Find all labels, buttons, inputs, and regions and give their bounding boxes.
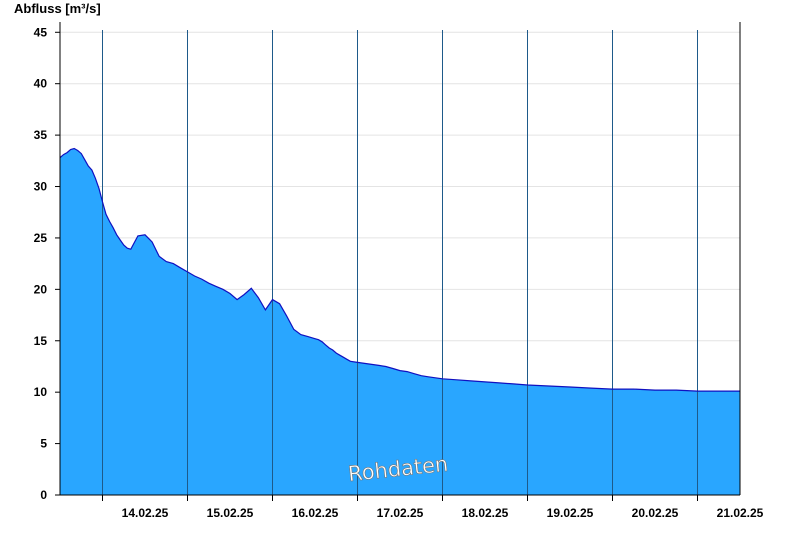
day-separator-lines [102,30,698,495]
discharge-area [60,148,740,495]
x-tick-label: 19.02.25 [547,506,594,520]
y-tick-label: 40 [34,77,48,91]
x-tick-label: 15.02.25 [207,506,254,520]
y-tick-label: 45 [34,25,48,39]
x-tick-label: 17.02.25 [377,506,424,520]
discharge-line [59,147,740,392]
axes [59,22,741,496]
x-tick-label: 14.02.25 [122,506,169,520]
y-tick-label: 25 [34,231,48,245]
y-tick-label: 0 [40,488,47,502]
x-axis-ticks: 14.02.25 15.02.25 16.02.25 17.02.25 18.02.25… [102,495,764,520]
y-axis-title: Abfluss [m³/s] [14,1,101,16]
y-axis-ticks: 0 5 10 15 20 25 30 35 40 45 [34,25,60,502]
x-tick-label: 16.02.25 [292,506,339,520]
y-tick-label: 5 [40,437,47,451]
y-tick-label: 30 [34,180,48,194]
y-tick-label: 10 [34,385,48,399]
y-tick-label: 35 [34,128,48,142]
y-tick-label: 15 [34,334,48,348]
x-tick-label: 21.02.25 [717,506,764,520]
y-tick-label: 20 [34,282,48,296]
x-tick-label: 18.02.25 [462,506,509,520]
x-tick-label: 20.02.25 [632,506,679,520]
